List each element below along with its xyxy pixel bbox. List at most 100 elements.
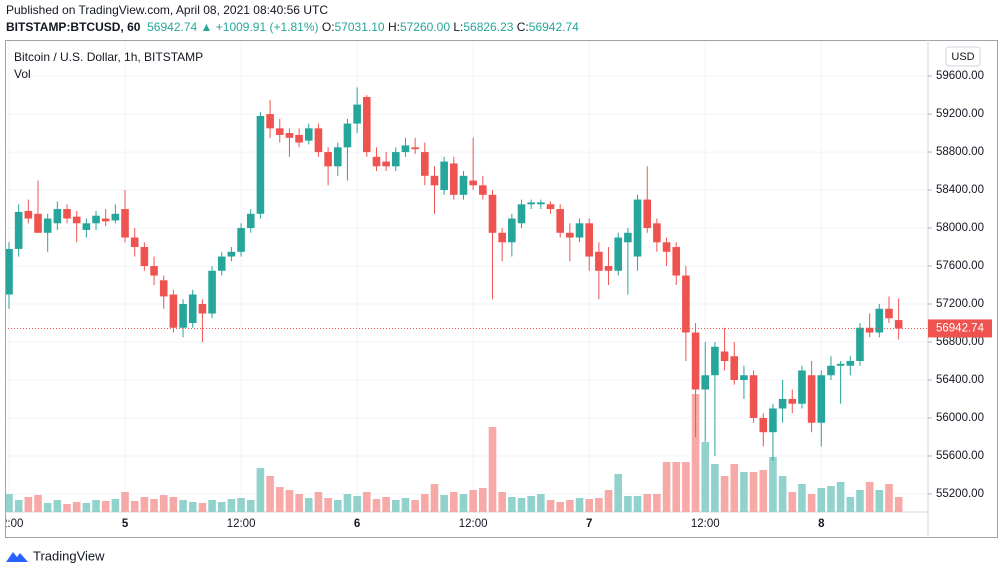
candle-body: [256, 115, 265, 214]
candle-body: [498, 232, 506, 243]
candle-body: [827, 365, 835, 376]
candle-body: [566, 232, 574, 238]
candle-body: [836, 363, 845, 366]
candle-body: [488, 194, 497, 233]
candle-body: [537, 202, 545, 205]
volume-bar: [111, 499, 120, 512]
ohlc-value: 57031.10: [334, 20, 385, 34]
candle-body: [392, 152, 400, 167]
candle-body: [411, 147, 419, 150]
candle-body: [333, 147, 342, 167]
volume-bar: [198, 503, 207, 512]
candle-body: [643, 199, 652, 229]
x-tick-label: 12:00: [691, 518, 720, 530]
candle-body: [43, 218, 52, 233]
y-tick-label: 57200.00: [936, 298, 984, 310]
volume-bar: [92, 500, 100, 512]
volume-bar: [865, 482, 874, 512]
volume-bar: [63, 504, 71, 512]
volume-bar: [604, 490, 613, 512]
y-tick-label: 58000.00: [936, 222, 984, 234]
x-tick-label: 12:00: [459, 518, 488, 530]
candle-body: [130, 237, 139, 248]
candle-body: [72, 216, 81, 224]
candle-body: [711, 346, 719, 376]
volume-bar: [585, 499, 593, 512]
volume-bar: [130, 501, 139, 512]
y-tick-label: 58800.00: [936, 146, 984, 158]
ohlc-value: 56826.23: [463, 20, 514, 34]
volume-bar: [749, 472, 758, 512]
y-tick-label: 58400.00: [936, 184, 984, 196]
volume-bar: [479, 488, 487, 512]
candle-body: [865, 327, 874, 333]
candle-body: [894, 320, 903, 329]
candle-body: [34, 213, 42, 233]
volume-bar: [720, 476, 729, 512]
volume-bar: [314, 492, 323, 512]
candle-body: [92, 215, 100, 224]
candle-body: [121, 209, 129, 238]
candle-body: [720, 351, 729, 361]
currency-button[interactable]: [945, 46, 981, 67]
volume-bar: [217, 502, 226, 512]
candle-body: [759, 417, 768, 433]
volume-bar: [324, 498, 332, 512]
volume-bar: [827, 486, 835, 512]
candle-body: [159, 280, 168, 297]
volume-bar: [43, 503, 52, 512]
candle-body: [682, 275, 690, 333]
volume-bar: [807, 494, 816, 512]
up-arrow: ▲: [200, 20, 213, 34]
price: 56942.74: [147, 20, 198, 34]
volume-bar: [179, 500, 187, 512]
x-tick-label: 7: [586, 518, 592, 530]
candle-body: [421, 152, 429, 176]
volume-bar: [372, 499, 381, 512]
volume-bar: [672, 462, 681, 512]
candle-body: [63, 209, 71, 219]
volume-bar: [343, 494, 352, 512]
candle-body: [875, 308, 884, 333]
symbol: BITSTAMP:BTCUSD, 60: [6, 20, 141, 34]
volume-label: Vol: [14, 67, 31, 81]
candle-body: [691, 332, 700, 390]
candle-body: [624, 232, 632, 243]
volume-bar: [440, 495, 448, 512]
volume-bar: [556, 502, 564, 512]
candle-body: [450, 163, 458, 195]
volume-bar: [643, 494, 652, 512]
volume-bar: [430, 484, 439, 512]
volume-bar: [101, 501, 110, 512]
volume-bar: [14, 500, 23, 512]
volume-bar: [401, 498, 410, 512]
volume-bar: [159, 495, 168, 512]
volume-bar: [691, 394, 700, 512]
candle-body: [208, 270, 216, 314]
candle-body: [275, 128, 284, 135]
y-tick-label: 56000.00: [936, 412, 984, 424]
y-tick-label: 55200.00: [936, 488, 984, 500]
candle-body: [314, 128, 323, 153]
candle-body: [575, 223, 584, 238]
symbol-line: BITSTAMP:BTCUSD, 60 56942.74 ▲ +1009.91 …: [6, 20, 579, 34]
candle-body: [53, 209, 62, 224]
candle-body: [614, 237, 623, 271]
candle-body: [469, 180, 477, 186]
y-tick-label: 55600.00: [936, 450, 984, 462]
candle-body: [817, 375, 826, 423]
volume-bar: [778, 476, 787, 512]
ohlc-label: L:: [453, 20, 464, 34]
currency[interactable]: USD: [951, 51, 974, 63]
volume-bar: [411, 500, 419, 512]
volume-bar: [266, 476, 274, 512]
x-tick-label: 12:00: [0, 518, 23, 530]
volume-bar: [72, 502, 81, 512]
volume-bar: [711, 464, 719, 512]
candle-body: [24, 210, 33, 219]
volume-bar: [382, 497, 390, 512]
candle-body: [82, 223, 91, 230]
candle-body: [179, 304, 187, 328]
candle-body: [266, 114, 274, 129]
candle-body: [101, 218, 110, 222]
